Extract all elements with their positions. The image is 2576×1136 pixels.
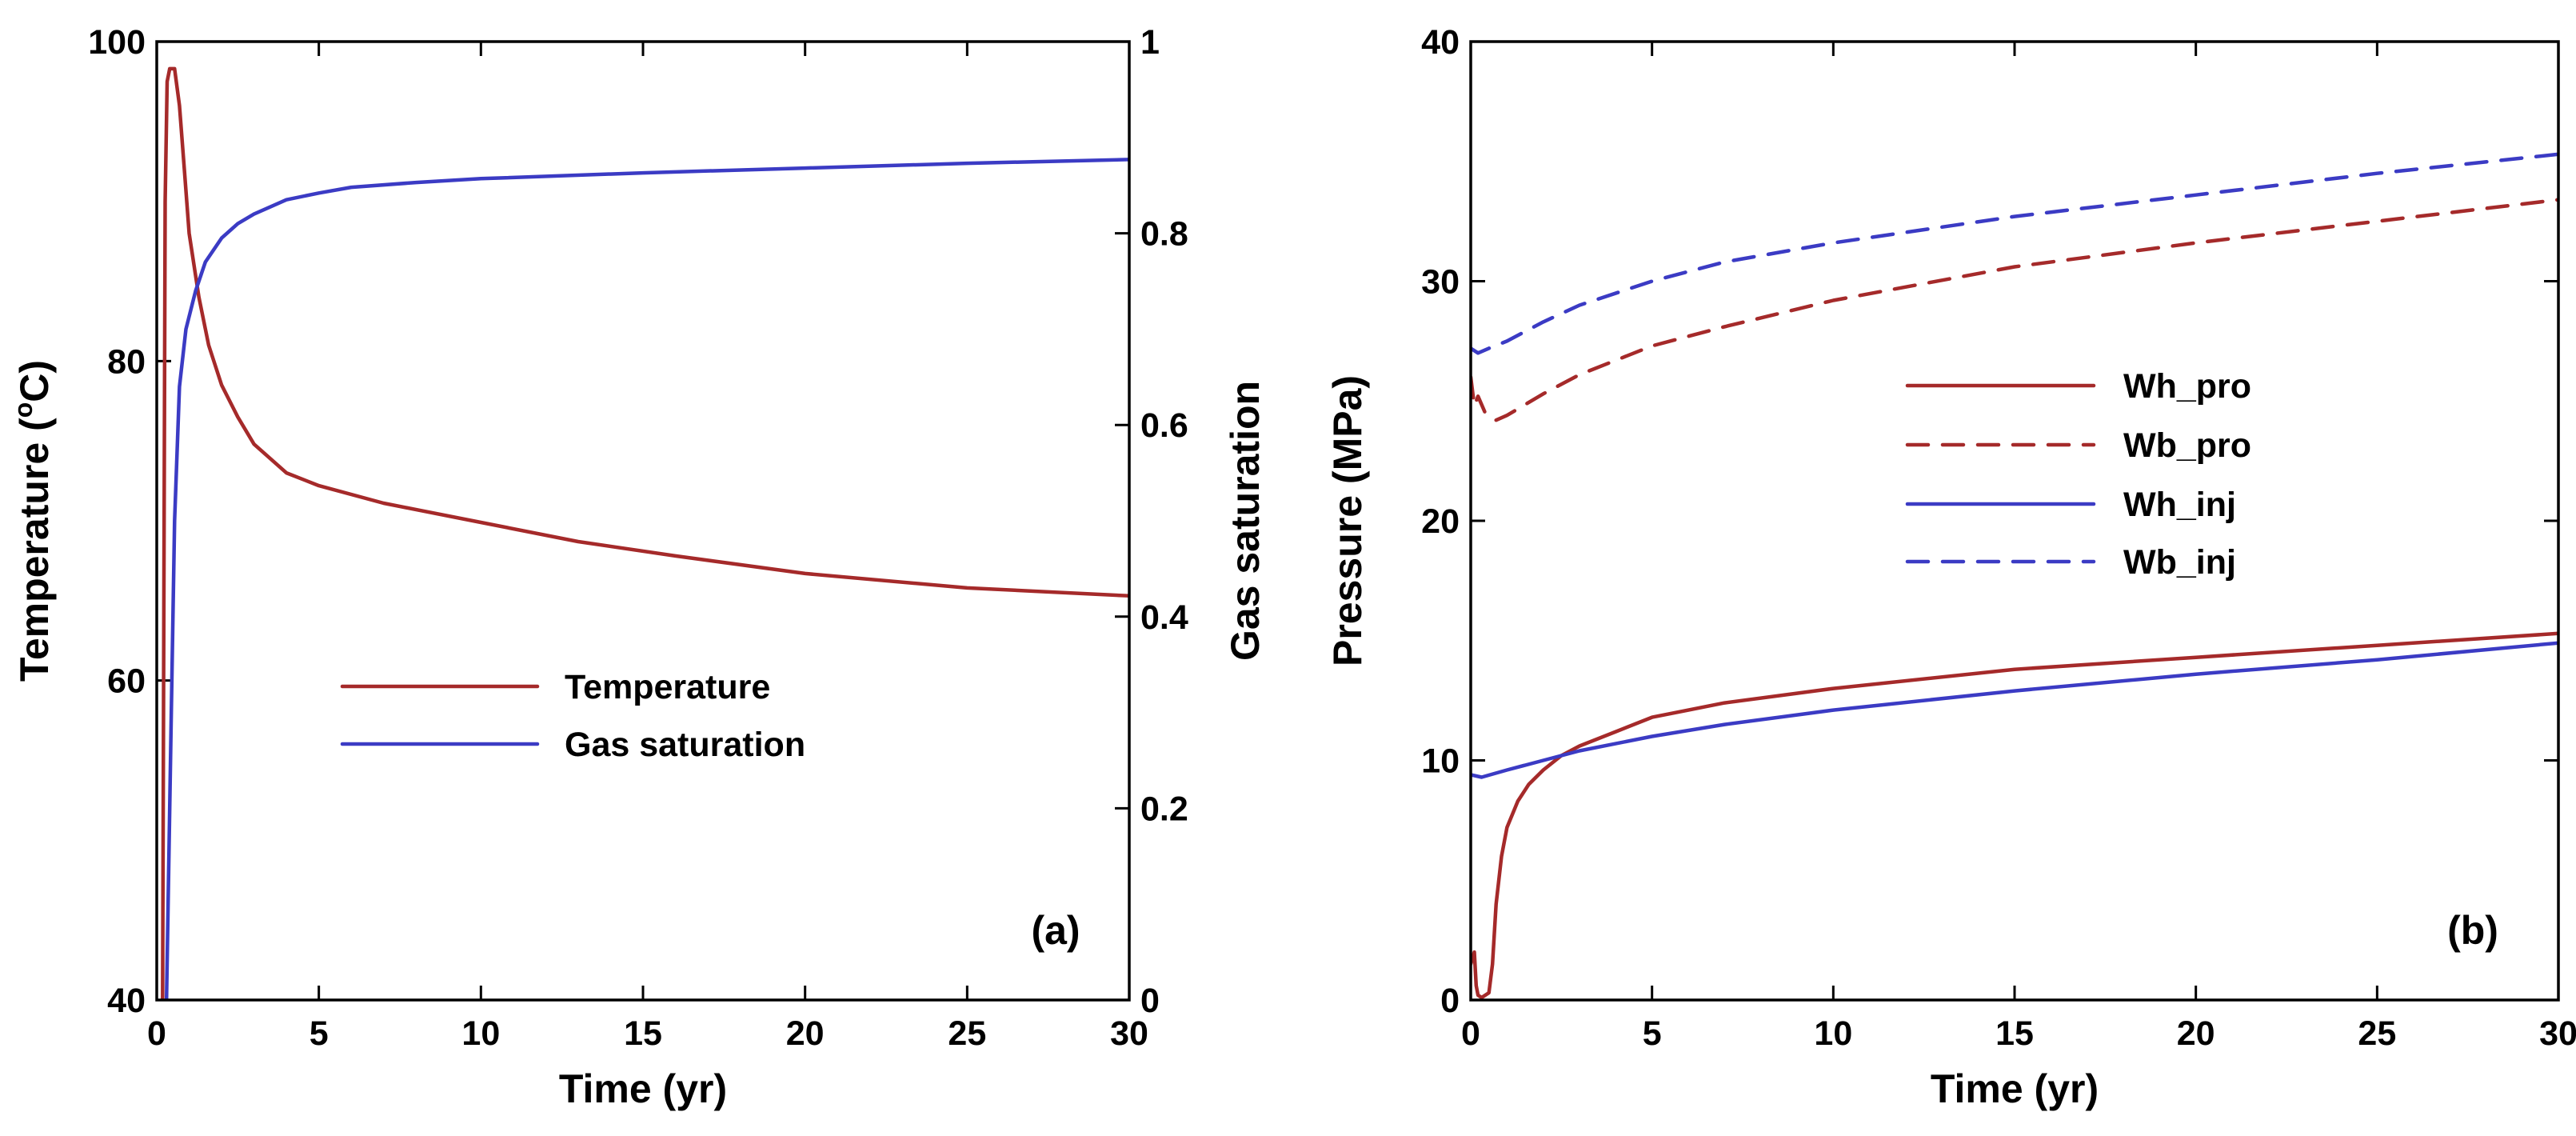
panel-a-right-y-axis-title: Gas saturation [1223, 381, 1268, 661]
x-tick-label: 15 [624, 1014, 662, 1053]
panel-b-axes: 0 5 10 15 20 25 30 0 10 20 30 40 [1421, 23, 2576, 1053]
x-tick-label: 10 [1814, 1014, 1852, 1053]
x-tick-label: 15 [1995, 1014, 2034, 1053]
panel-a-frame [155, 40, 1131, 1002]
panel-a-series [161, 66, 1129, 1000]
temperature-unit-part: C) [12, 360, 57, 402]
panel-a-temperature-gas-saturation: 0 5 10 15 20 25 30 40 60 80 100 0 0.2 0.4 0.6 0.8 1 Time… [9, 23, 1268, 1111]
right-y-tick-label: 0.6 [1140, 406, 1188, 445]
right-y-tick-label: 0.2 [1140, 790, 1188, 828]
x-tick-label: 5 [1643, 1014, 1662, 1053]
panel-a-left-y-axis-title: Temperature (oC) [9, 360, 57, 682]
x-tick-label: 0 [1461, 1014, 1480, 1053]
x-tick-label: 0 [147, 1014, 166, 1053]
x-tick-label: 10 [461, 1014, 500, 1053]
right-y-tick-label: 0 [1140, 982, 1160, 1020]
degree-superscript: o [9, 402, 38, 418]
legend-label-temperature: Temperature [565, 668, 770, 706]
right-y-tick-label: 1 [1140, 23, 1160, 62]
y-tick-label: 20 [1421, 502, 1460, 541]
x-tick-label: 25 [2358, 1014, 2396, 1053]
panel-b-x-axis-title: Time (yr) [1931, 1066, 2099, 1111]
panel-a-label: (a) [1031, 908, 1080, 953]
legend-label-gas-saturation: Gas saturation [565, 726, 805, 764]
right-y-tick-label: 0.8 [1140, 215, 1188, 254]
y-tick-label: 0 [1440, 982, 1460, 1020]
panel-a-legend: Temperature Gas saturation [340, 668, 805, 764]
panel-a-axes: 0 5 10 15 20 25 30 40 60 80 100 0 0.2 0.4 0.6 0.8 1 [88, 23, 1188, 1053]
panel-b-series [1471, 152, 2558, 1000]
x-tick-label: 20 [786, 1014, 825, 1053]
temperature-title-part: Temperature ( [12, 418, 57, 682]
series-line-wb-pro [1471, 198, 2558, 422]
series-line-wh-inj [1471, 641, 2558, 779]
y-tick-label: 80 [107, 342, 146, 381]
series-line-wh-pro [1471, 631, 2558, 1000]
y-tick-label: 40 [1421, 23, 1460, 62]
series-line-wb-inj [1471, 152, 2558, 355]
x-tick-label: 25 [948, 1014, 986, 1053]
y-tick-label: 60 [107, 662, 146, 701]
series-line-temperature [161, 66, 1129, 1000]
panel-a-x-axis-title: Time (yr) [559, 1066, 727, 1111]
x-tick-label: 20 [2177, 1014, 2215, 1053]
x-tick-label: 30 [2539, 1014, 2576, 1053]
x-tick-label: 30 [1110, 1014, 1148, 1053]
panel-b-pressure: 0 5 10 15 20 25 30 0 10 20 30 40 Time (yr) Pressure… [1325, 23, 2576, 1111]
y-tick-label: 30 [1421, 263, 1460, 302]
x-tick-label: 5 [310, 1014, 329, 1053]
y-tick-label: 100 [88, 23, 146, 62]
legend-label-wh-pro: Wh_pro [2123, 367, 2251, 406]
legend-label-wb-inj: Wb_inj [2123, 543, 2236, 582]
panel-b-legend: Wh_pro Wb_pro Wh_inj Wb_inj [1905, 367, 2251, 582]
legend-label-wb-pro: Wb_pro [2123, 426, 2251, 465]
panel-b-y-axis-title: Pressure (MPa) [1325, 375, 1370, 666]
panel-b-label: (b) [2447, 908, 2498, 953]
series-line-gas-saturation [164, 158, 1129, 1000]
legend-label-wh-inj: Wh_inj [2123, 486, 2236, 524]
y-tick-label: 10 [1421, 742, 1460, 781]
right-y-tick-label: 0.4 [1140, 598, 1188, 637]
y-tick-label: 40 [107, 982, 146, 1020]
panel-b-frame [1469, 40, 2560, 1002]
